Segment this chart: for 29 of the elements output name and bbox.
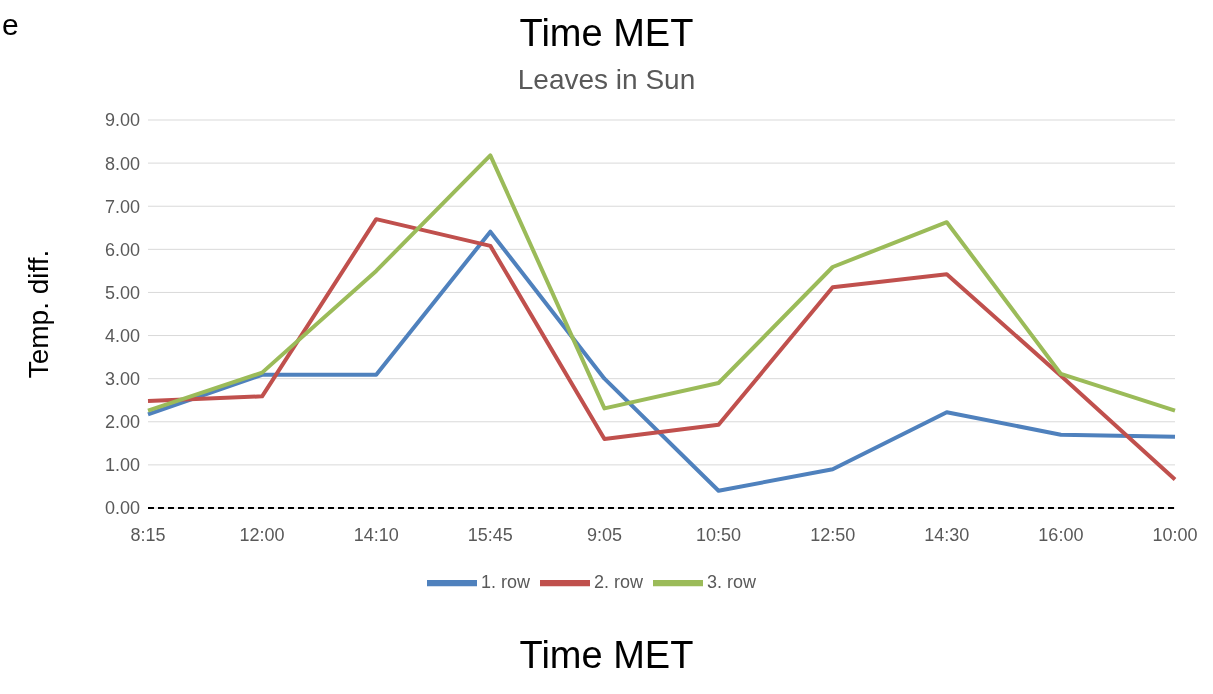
x-tick-label: 15:45 [467,524,513,545]
x-tick-label: 16:00 [1038,524,1084,545]
x-tick-label: 12:50 [810,524,856,545]
chart-subtitle: Leaves in Sun [516,64,697,97]
x-axis-title: Time MET [518,634,695,677]
x-tick-label: 8:15 [130,524,166,545]
y-tick-label: 8.00 [104,153,140,174]
chart-title: Time MET [519,12,694,54]
y-tick-label: 5.00 [104,282,140,303]
legend-label: 2. row [593,571,644,592]
y-tick-label: 4.00 [104,325,140,346]
legend-label: 1. row [480,571,530,592]
y-tick-label: 2.00 [104,412,140,433]
line-series [146,153,1177,413]
y-tick-label: 6.00 [104,239,140,260]
x-tick-label: 10:00 [1152,524,1198,545]
y-axis-title: Temp. diff. [22,249,54,379]
y-tick-label: 3.00 [104,369,140,390]
y-tick-label: 0.00 [104,498,140,519]
y-tick-label: 1.00 [104,455,140,476]
x-tick-label: 9:05 [586,524,622,545]
x-tick-label: 10:50 [696,524,742,545]
x-tick-label: 14:30 [924,524,970,545]
y-tick-label: 9.00 [104,110,140,131]
text: e [2,8,19,42]
y-tick-label: 7.00 [104,196,140,217]
x-tick-label: 12:00 [239,524,285,545]
legend-label: 3. row [707,571,757,592]
x-tick-label: 14:10 [353,524,399,545]
